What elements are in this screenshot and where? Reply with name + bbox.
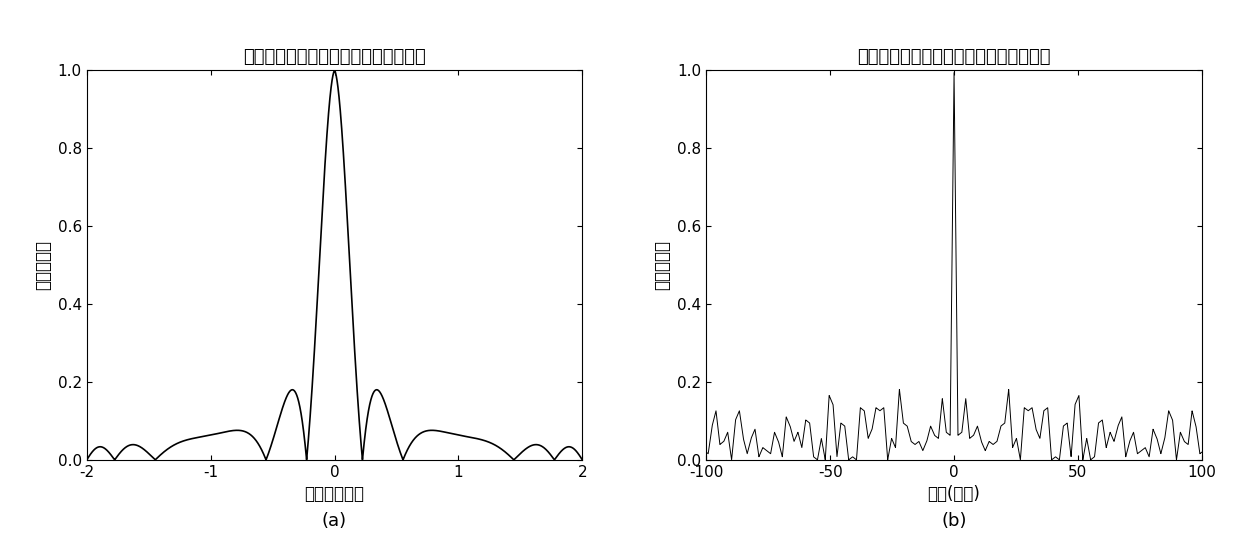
Text: (b): (b) bbox=[942, 512, 966, 530]
Title: 现有技术获得的信号的距离模糊函数图: 现有技术获得的信号的距离模糊函数图 bbox=[243, 48, 426, 66]
Y-axis label: 归一化幅度: 归一化幅度 bbox=[653, 240, 672, 290]
Y-axis label: 归一化幅度: 归一化幅度 bbox=[33, 240, 52, 290]
X-axis label: 延时(微秒): 延时(微秒) bbox=[928, 485, 980, 503]
Title: 本发明方法获得的信号的距离模糊函数图: 本发明方法获得的信号的距离模糊函数图 bbox=[857, 48, 1051, 66]
Text: (a): (a) bbox=[322, 512, 347, 530]
X-axis label: 延迟（微秒）: 延迟（微秒） bbox=[305, 485, 364, 503]
